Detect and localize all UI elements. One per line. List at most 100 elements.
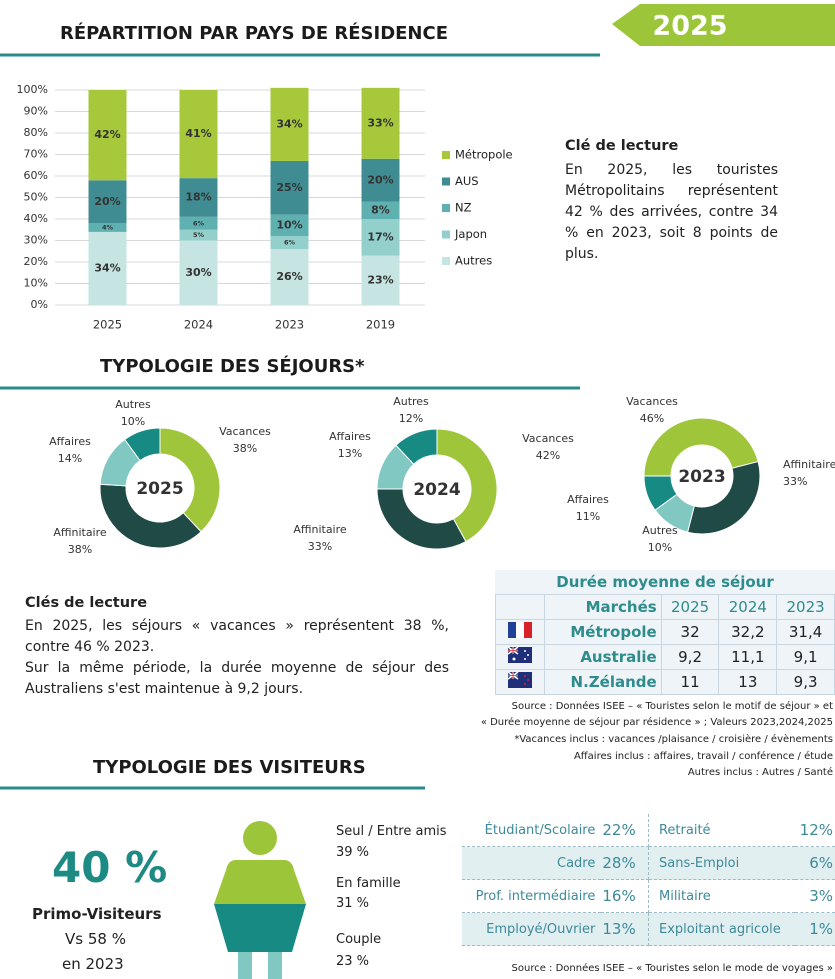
center-label-bg <box>133 476 187 500</box>
bar-segment <box>361 201 400 219</box>
table-cell: Retraité <box>648 814 796 847</box>
bar-segment <box>270 236 309 250</box>
table-cell: Sans-Emploi <box>648 846 796 880</box>
legend-swatch <box>442 230 450 239</box>
table-row: Prof. intermédiaire 16% Militaire 3% <box>462 879 835 913</box>
data-label: 34% <box>94 261 120 274</box>
x-tick-label: 2024 <box>184 318 213 332</box>
reading-key-title: Clé de lecture <box>565 138 679 154</box>
table-cell: 13% <box>601 912 649 946</box>
flag-cell <box>495 644 545 670</box>
reading-key-text: En 2025, les touristes Métropolitains re… <box>565 162 778 262</box>
donut-slice <box>643 417 759 477</box>
slice-value: 46% <box>640 412 664 425</box>
comparison: Vs 58 % <box>65 930 126 948</box>
table-cell: 9,1 <box>776 644 835 670</box>
table-cell: 31,4 <box>776 619 835 645</box>
table-cell: 6% <box>795 846 835 880</box>
x-tick-label: 2023 <box>275 318 304 332</box>
legend-label: Autres <box>455 254 492 268</box>
donut-slice <box>436 428 498 543</box>
bar-segment <box>88 90 127 181</box>
first-time-value: 40 % <box>52 843 168 892</box>
data-label: 41% <box>185 127 211 140</box>
slice-value: 14% <box>58 452 82 465</box>
data-label: 20% <box>367 173 393 186</box>
y-tick-label: 10% <box>24 277 48 290</box>
donut-slice <box>376 488 467 550</box>
y-tick-label: 0% <box>31 298 48 311</box>
slice-label: Affinitaire <box>293 523 347 536</box>
companion-label: En famille <box>336 876 401 891</box>
slice-label: Affaires <box>567 493 609 506</box>
companion-label: Couple <box>336 932 382 947</box>
data-label: 33% <box>367 116 393 129</box>
bar-segment <box>270 160 309 215</box>
flag-france <box>508 622 532 638</box>
table-cell: Métropole <box>544 619 662 645</box>
table-cell: 11,1 <box>718 644 778 670</box>
table-header: 2023 <box>776 594 835 620</box>
companion-value: 23 % <box>336 954 370 969</box>
companion-value: 39 % <box>336 845 370 860</box>
donut-slice <box>159 427 221 533</box>
data-label: 8% <box>371 203 390 216</box>
y-tick-label: 40% <box>24 212 48 225</box>
center-label: 2025 <box>136 479 183 499</box>
year-badge <box>612 4 835 46</box>
table-cell <box>495 594 545 620</box>
data-label: 20% <box>94 195 120 208</box>
data-label: 5% <box>193 231 205 239</box>
slice-label: Autres <box>642 524 678 537</box>
comparison-year: en 2023 <box>62 955 124 973</box>
table-cell: 16% <box>601 879 649 913</box>
data-label: 34% <box>276 117 302 130</box>
y-tick-label: 50% <box>24 191 48 204</box>
table-row: Cadre 28% Sans-Emploi 6% <box>462 846 835 880</box>
table-cell: 32,2 <box>718 619 778 645</box>
slice-value: 33% <box>308 540 332 553</box>
center-label-bg <box>675 464 729 488</box>
table-cell: N.Zélande <box>544 669 662 695</box>
data-label: 30% <box>185 266 211 279</box>
table-cell: 11 <box>660 669 720 695</box>
y-tick-label: 30% <box>24 234 48 247</box>
slice-value: 38% <box>68 543 92 556</box>
table-cell: 28% <box>601 846 649 880</box>
table-cell: 12% <box>795 814 835 847</box>
slice-label: Vacances <box>626 395 678 408</box>
table-cell: Militaire <box>648 879 796 913</box>
person-icon <box>214 821 306 979</box>
paragraph: En 2025, les séjours « vacances » représ… <box>25 618 449 655</box>
source-note: *Vacances inclus : vacances /plaisance /… <box>514 734 833 745</box>
x-tick-label: 2019 <box>366 318 395 332</box>
bar-segment <box>179 90 218 179</box>
table-cell: Étudiant/Scolaire <box>462 814 602 847</box>
y-tick-label: 80% <box>24 126 48 139</box>
y-tick-label: 100% <box>17 83 48 96</box>
table-header: 2025 <box>660 594 720 620</box>
y-tick-label: 20% <box>24 255 48 268</box>
slice-label: Affaires <box>329 430 371 443</box>
bar-segment <box>361 158 400 202</box>
center-label-bg <box>410 477 464 501</box>
legend-swatch <box>442 257 450 265</box>
slice-value: 38% <box>233 442 257 455</box>
source-note: Source : Données ISEE – « Touristes selo… <box>511 701 833 712</box>
table-cell: 1% <box>795 912 835 946</box>
reading-key-title: Clés de lecture <box>25 595 148 611</box>
flag-cell <box>495 669 545 695</box>
source-note: « Durée moyenne de séjour par résidence … <box>480 717 833 728</box>
table-cell: 9,2 <box>660 644 720 670</box>
table-row: Marchés 2025 2024 2023 <box>495 594 835 620</box>
table-cell: 3% <box>795 879 835 913</box>
reading-key-text: En 2025, les séjours « vacances » représ… <box>25 616 449 700</box>
chart-title: RÉPARTITION PAR PAYS DE RÉSIDENCE <box>60 22 448 44</box>
donut-slice <box>643 475 678 511</box>
first-time-label: Primo-Visiteurs <box>32 905 162 923</box>
slice-label: Autres <box>393 395 429 408</box>
data-label: 25% <box>276 181 302 194</box>
legend-label: NZ <box>455 201 472 215</box>
slice-label: Affinitaire <box>783 458 835 471</box>
